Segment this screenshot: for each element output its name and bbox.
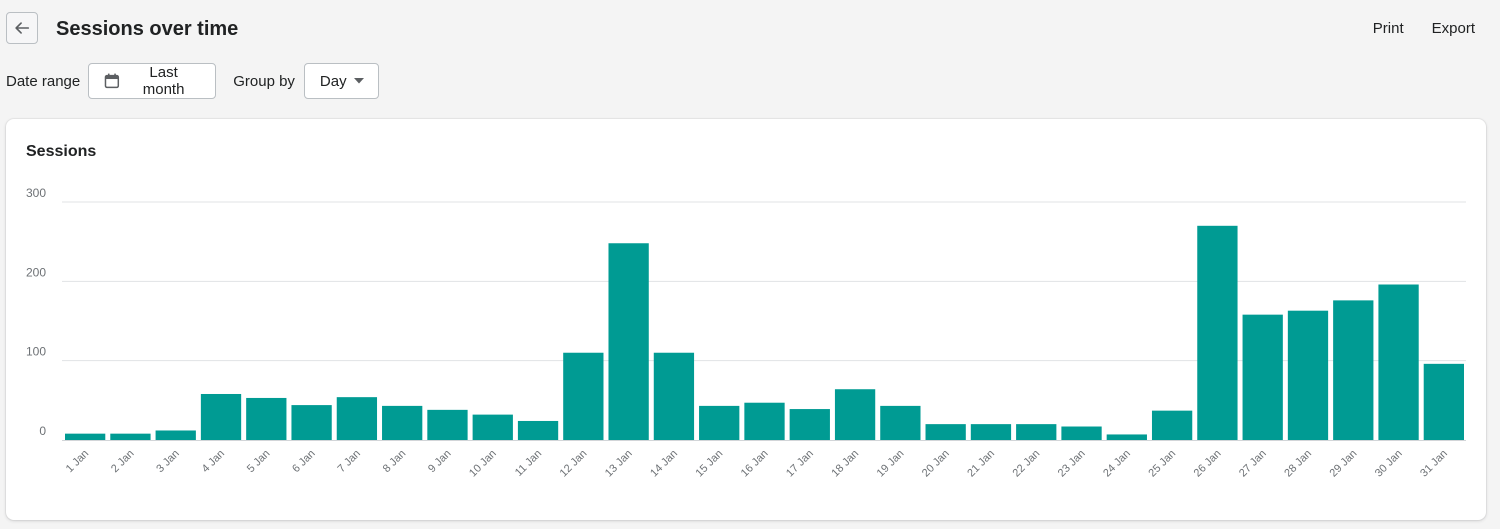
bar: [155, 430, 196, 440]
bar: [65, 433, 106, 440]
bar: [925, 424, 966, 440]
caret-down-icon: [353, 78, 364, 84]
bar: [246, 397, 287, 440]
bar: [200, 393, 242, 440]
x-tick-label: 27 Jan: [1237, 448, 1269, 480]
x-tick-label: 4 Jan: [200, 448, 228, 476]
x-tick-label: 24 Jan: [1101, 448, 1133, 480]
bar: [382, 405, 423, 440]
bar: [1423, 363, 1464, 440]
bar: [608, 243, 649, 440]
sessions-chart-card: Sessions 0 100 200 300 1 Jan 2 Jan 3 Jan 4 Jan 5…: [6, 119, 1486, 520]
bar: [1061, 426, 1102, 440]
x-tick-label: 18 Jan: [829, 448, 861, 480]
x-tick-label: 2 Jan: [109, 448, 137, 476]
back-button[interactable]: [6, 12, 38, 44]
group-by-select[interactable]: Day: [303, 63, 379, 99]
x-tick-label: 21 Jan: [965, 448, 997, 480]
page-title: Sessions over time: [56, 18, 239, 40]
bar: [1378, 284, 1419, 440]
x-tick-label: 11 Jan: [513, 448, 544, 479]
y-tick-label: 0: [39, 424, 46, 438]
bar: [427, 409, 468, 440]
calendar-icon: [104, 73, 120, 89]
print-button[interactable]: Print: [1372, 20, 1404, 37]
header-actions: Print Export: [1373, 19, 1475, 39]
x-tick-label: 31 Jan: [1418, 448, 1450, 480]
arrow-left-icon: [15, 22, 30, 34]
bar: [1016, 424, 1057, 440]
card-title: Sessions: [26, 143, 97, 160]
bar: [970, 424, 1012, 440]
bar: [291, 405, 332, 440]
bar: [1151, 410, 1193, 440]
filter-bar: Date range Last month Group by Day: [6, 63, 379, 99]
x-tick-label: 25 Jan: [1146, 448, 1178, 480]
x-tick-label: 29 Jan: [1328, 448, 1360, 480]
bar: [880, 405, 921, 440]
bar: [472, 414, 513, 440]
y-tick-label: 100: [26, 345, 46, 359]
x-tick-label: 15 Jan: [693, 448, 725, 480]
x-tick-label: 30 Jan: [1373, 448, 1405, 480]
y-tick-label: 200: [26, 265, 46, 279]
date-range-value: Last month: [142, 64, 185, 98]
bar: [1197, 225, 1238, 440]
x-tick-label: 22 Jan: [1011, 448, 1043, 480]
bar: [744, 402, 785, 440]
x-tick-label: 19 Jan: [875, 448, 907, 480]
x-tick-label: 16 Jan: [739, 448, 771, 480]
y-tick-label: 300: [26, 186, 46, 200]
bar: [563, 352, 604, 440]
sessions-bar-chart: 0 100 200 300 1 Jan 2 Jan 3 Jan 4 Jan 5 Jan 6 Jan…: [26, 186, 1466, 480]
x-tick-label: 26 Jan: [1192, 448, 1224, 480]
x-tick-label: 12 Jan: [558, 448, 590, 480]
x-tick-label: 8 Jan: [381, 448, 409, 476]
x-tick-label: 9 Jan: [426, 448, 454, 476]
x-tick-label: 23 Jan: [1056, 448, 1088, 480]
bar: [517, 420, 559, 440]
bar: [110, 433, 151, 440]
bar: [789, 409, 830, 440]
bar: [336, 397, 378, 440]
x-tick-label: 13 Jan: [603, 448, 635, 480]
group-by-label: Group by: [233, 72, 295, 90]
bar: [1333, 300, 1374, 440]
x-tick-label: 10 Jan: [467, 448, 499, 480]
x-tick-label: 28 Jan: [1282, 448, 1314, 480]
bar: [699, 405, 740, 440]
x-tick-label: 6 Jan: [290, 448, 318, 476]
bar: [1287, 310, 1329, 440]
x-tick-label: 1 Jan: [64, 448, 92, 476]
x-tick-label: 3 Jan: [154, 448, 182, 476]
export-button[interactable]: Export: [1431, 20, 1475, 37]
bar: [834, 389, 876, 440]
date-range-button[interactable]: Last month: [88, 63, 217, 99]
x-tick-label: 20 Jan: [920, 448, 952, 480]
x-tick-label: 7 Jan: [335, 448, 363, 476]
bar: [1242, 314, 1283, 440]
group-by-value: Day: [319, 72, 347, 90]
bar: [653, 352, 695, 440]
x-tick-label: 14 Jan: [648, 448, 680, 480]
x-tick-label: 5 Jan: [245, 448, 273, 476]
x-tick-label: 17 Jan: [784, 448, 816, 480]
date-range-label: Date range: [6, 72, 81, 90]
bar: [1106, 434, 1147, 440]
